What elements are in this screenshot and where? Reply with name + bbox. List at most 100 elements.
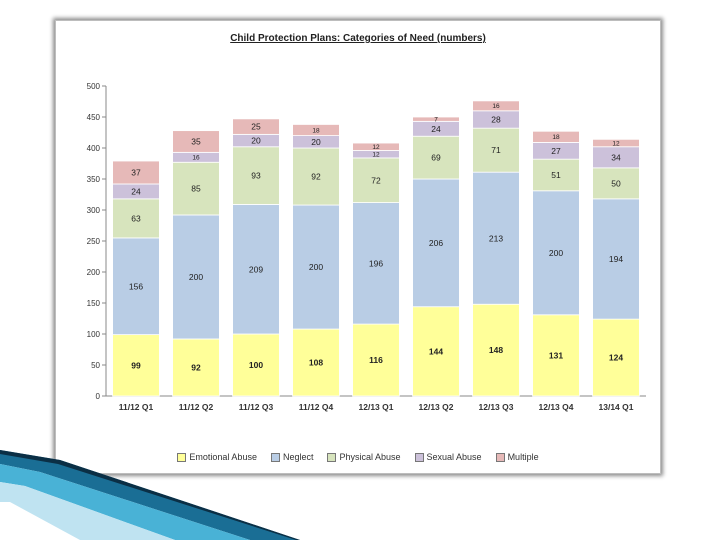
legend-item: Physical Abuse	[327, 452, 401, 462]
data-label: 18	[552, 134, 560, 141]
bar-segment	[232, 146, 280, 205]
data-label: 209	[249, 264, 263, 274]
data-label: 72	[371, 175, 381, 185]
y-tick-label: 350	[87, 175, 101, 184]
bar-segment	[412, 306, 460, 397]
bar-segment	[172, 338, 220, 397]
chart-title: Child Protection Plans: Categories of Ne…	[230, 33, 486, 44]
data-label: 12	[372, 152, 380, 159]
legend-label: Physical Abuse	[339, 452, 401, 462]
data-label: 12	[372, 144, 380, 151]
data-label: 28	[491, 115, 501, 125]
data-label: 16	[192, 155, 200, 162]
data-label: 213	[489, 233, 503, 243]
y-tick-label: 100	[87, 330, 101, 339]
legend-label: Neglect	[282, 452, 314, 462]
data-label: 92	[311, 172, 321, 182]
y-tick-label: 250	[87, 237, 101, 246]
data-label: 194	[609, 254, 623, 264]
data-label: 156	[129, 281, 143, 291]
bar-segment	[232, 118, 280, 135]
y-tick-label: 300	[87, 206, 101, 215]
x-tick-label: 12/13 Q2	[419, 402, 454, 412]
data-label: 116	[369, 355, 383, 365]
bar-segment	[352, 157, 400, 203]
bar-segment	[472, 171, 520, 305]
bar-segment	[532, 130, 580, 143]
legend-item: Emotional Abuse	[177, 452, 257, 462]
legend-label: Sexual Abuse	[426, 452, 482, 462]
bar-segment	[112, 237, 160, 336]
y-tick-label: 400	[87, 144, 101, 153]
stacked-bar-chart: 0 50 100 150 200 250 300 350 400 450 500 99 156 63 24 3…	[87, 82, 646, 412]
data-label: 69	[431, 153, 441, 163]
data-label: 12	[612, 140, 620, 147]
y-tick-label: 150	[87, 299, 101, 308]
data-label: 206	[429, 238, 443, 248]
y-tick-label: 200	[87, 268, 101, 277]
legend-label: Multiple	[507, 452, 539, 462]
legend-item: Neglect	[270, 452, 314, 462]
data-label: 99	[131, 360, 141, 370]
data-label: 108	[309, 358, 323, 368]
legend-label: Emotional Abuse	[189, 452, 257, 462]
bar-segment	[352, 142, 400, 151]
bar-segment	[292, 124, 340, 137]
legend-swatch	[327, 452, 337, 462]
chart-legend: Emotional Abuse Neglect Physical Abuse Sexu…	[56, 452, 660, 462]
bar-segment	[292, 147, 340, 206]
bar-segment	[412, 178, 460, 308]
data-label: 71	[491, 145, 501, 155]
y-tick-label: 450	[87, 113, 101, 122]
legend-swatch	[495, 452, 505, 462]
x-tick-label: 11/12 Q3	[239, 402, 274, 412]
x-tick-label: 12/13 Q1	[359, 402, 394, 412]
data-label: 50	[611, 178, 621, 188]
bar-segment	[112, 160, 160, 185]
legend-swatch	[270, 452, 280, 462]
bar-segment	[352, 323, 400, 397]
x-tick-label: 11/12 Q1	[119, 402, 154, 412]
data-label: 25	[251, 122, 261, 132]
y-tick-label: 0	[96, 392, 101, 401]
bar-segment	[472, 100, 520, 112]
bar-segment	[232, 333, 280, 397]
data-label: 92	[191, 363, 201, 373]
data-label: 131	[549, 350, 563, 360]
data-label: 85	[191, 184, 201, 194]
bar-segment	[412, 116, 460, 122]
data-label: 63	[131, 213, 141, 223]
bar-segment	[172, 161, 220, 216]
data-label: 200	[549, 248, 563, 258]
y-tick-label: 500	[87, 82, 101, 91]
x-tick-label: 12/13 Q4	[539, 402, 574, 412]
data-label: 148	[489, 345, 503, 355]
bar-segment	[412, 135, 460, 180]
data-label: 24	[431, 124, 441, 134]
data-label: 16	[492, 103, 500, 110]
bar-segment	[352, 202, 400, 325]
legend-item: Sexual Abuse	[414, 452, 482, 462]
legend-swatch	[177, 452, 187, 462]
data-label: 51	[551, 170, 561, 180]
data-label: 34	[611, 152, 621, 162]
x-tick-label: 11/12 Q4	[299, 402, 334, 412]
data-label: 37	[131, 168, 141, 178]
bar-segment	[112, 334, 160, 397]
legend-item: Multiple	[495, 452, 539, 462]
bar-segment	[472, 303, 520, 397]
data-label: 200	[189, 272, 203, 282]
bar-segment	[592, 167, 640, 200]
data-label: 200	[309, 262, 323, 272]
bar-segment	[592, 318, 640, 397]
data-label: 20	[311, 137, 321, 147]
x-tick-label: 13/14 Q1	[599, 402, 634, 412]
data-label: 24	[131, 186, 141, 196]
chart-frame: 0 50 100 150 200 250 300 350 400 450 500 99 156 63 24 3…	[55, 20, 661, 474]
bar-segment	[532, 314, 580, 397]
bar-segment	[532, 158, 580, 192]
data-label: 18	[312, 127, 320, 134]
legend-swatch	[414, 452, 424, 462]
corner-decoration	[0, 450, 300, 540]
data-label: 27	[551, 146, 561, 156]
